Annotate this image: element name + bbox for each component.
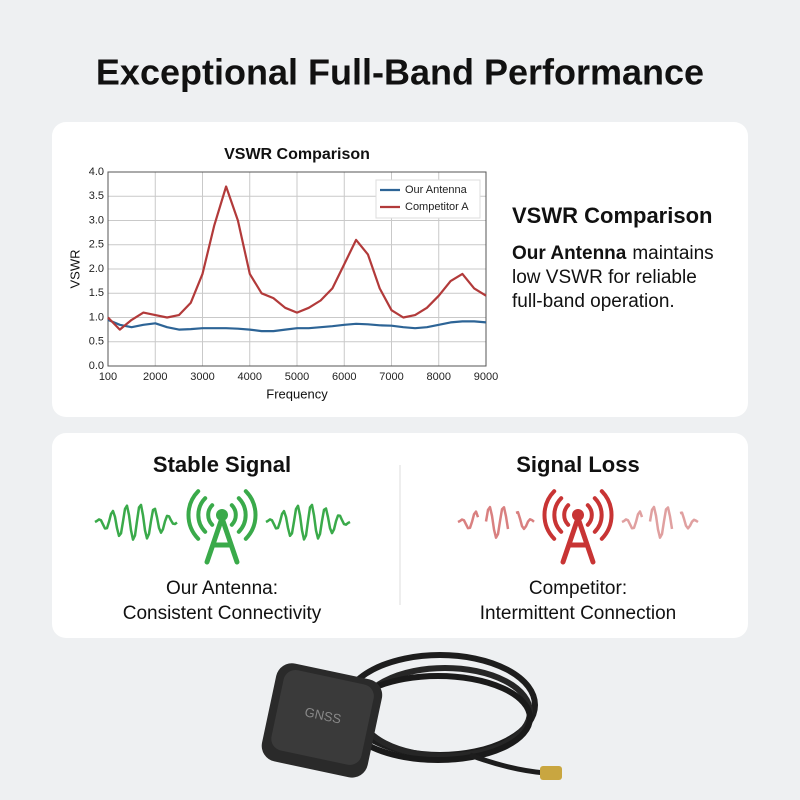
data-line — [107, 318, 487, 333]
y-tick-label: 1.5 — [89, 287, 104, 299]
plot-frame — [107, 171, 487, 367]
tower-arc — [562, 503, 594, 527]
y-tick-label: 3.0 — [89, 214, 104, 226]
tower-legs — [204, 515, 240, 565]
x-tick-label: 6000 — [332, 371, 356, 383]
tower-dot — [216, 509, 228, 521]
x-tick-label: 2000 — [143, 371, 167, 383]
x-tick-label: 7000 — [379, 371, 403, 383]
summary-bold: Our Antenna — [512, 243, 627, 264]
summary-line: Our Antenna maintains — [512, 243, 714, 264]
y-tick-label: 2.0 — [89, 263, 104, 275]
summary-text: full-band operation. — [512, 291, 675, 312]
signal-wave — [621, 505, 699, 539]
signal-wave — [94, 503, 178, 541]
y-tick-label: 2.5 — [89, 239, 104, 251]
legend-box — [375, 179, 481, 219]
page-title: Exceptional Full-Band Performance — [96, 52, 704, 93]
right-line: Competitor: — [529, 578, 627, 599]
summary-text: low VSWR for reliable — [512, 267, 697, 288]
chart-title: VSWR Comparison — [224, 146, 370, 163]
tower-dot — [572, 509, 584, 521]
tower-arc — [186, 489, 258, 541]
x-tick-label: 8000 — [427, 371, 451, 383]
tower-arc — [196, 496, 248, 534]
y-tick-label: 0.5 — [89, 336, 104, 348]
left-title: Stable Signal — [153, 452, 291, 477]
x-tick-label: 3000 — [190, 371, 214, 383]
tower-legs — [560, 515, 596, 565]
x-tick-label: 5000 — [285, 371, 309, 383]
y-tick-label: 3.5 — [89, 190, 104, 202]
x-axis-label: Frequency — [266, 386, 328, 401]
x-tick-label: 9000 — [474, 371, 498, 383]
data-line — [107, 185, 487, 331]
signal-wave — [265, 503, 351, 541]
tower-arc — [552, 496, 604, 534]
y-axis-label: VSWR — [67, 250, 82, 289]
right-title: Signal Loss — [516, 452, 639, 477]
legend-label: Our Antenna — [405, 184, 468, 196]
y-tick-label: 0.0 — [89, 360, 104, 372]
left-line: Consistent Connectivity — [123, 603, 322, 624]
product-image: GNSS — [261, 652, 562, 780]
summary-text: maintains — [632, 243, 713, 264]
left-line: Our Antenna: — [166, 578, 278, 599]
icons — [94, 489, 699, 565]
signal-wave — [457, 505, 535, 539]
tower-arc — [206, 503, 238, 527]
x-tick-label: 4000 — [238, 371, 262, 383]
y-tick-label: 4.0 — [89, 166, 104, 178]
summary-heading: VSWR Comparison — [512, 203, 712, 228]
legend-label: Competitor A — [405, 201, 469, 213]
right-line: Intermittent Connection — [480, 603, 676, 624]
x-tick-label: 100 — [99, 371, 117, 383]
tower-arc — [542, 489, 614, 541]
y-tick-label: 1.0 — [89, 311, 104, 323]
